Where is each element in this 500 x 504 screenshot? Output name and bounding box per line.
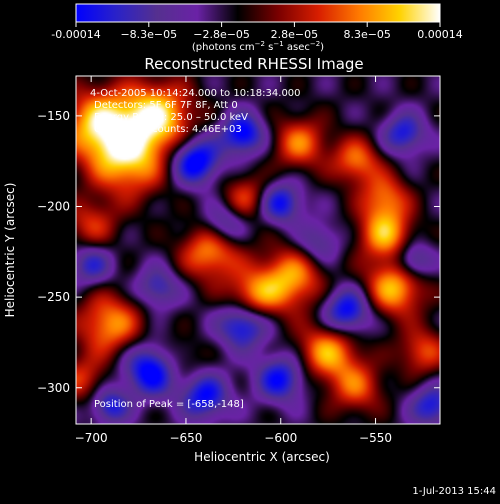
colorbar: -0.00014 −8.3e−05 −2.8e−05 2.8e−05 8.3e−…	[51, 3, 463, 53]
y-axis-title: Heliocentric Y (arcsec)	[3, 183, 17, 318]
colorbar-tick-label: −2.8e−05	[193, 28, 250, 41]
info-line: 4-Oct-2005 10:14:24.000 to 10:18:34.000	[90, 88, 301, 99]
peak-position-label: Position of Peak = [-658,-148]	[94, 399, 244, 410]
colorbar-strip	[75, 3, 441, 23]
x-tick-label: −600	[264, 431, 297, 445]
x-tick-label: −550	[359, 431, 392, 445]
x-axis-title: Heliocentric X (arcsec)	[194, 450, 330, 464]
chart-title: Reconstructed RHESSI Image	[144, 55, 363, 73]
x-axis: −700 −650 −600 −550	[75, 76, 392, 445]
heatmap	[76, 76, 440, 424]
info-line: Clean Total counts: 4.46E+03	[94, 124, 242, 135]
colorbar-tick-label: 2.8e−05	[271, 28, 318, 41]
plot-frame	[75, 75, 441, 425]
info-line: Detectors: 5F 6F 7F 8F, Att 0	[94, 100, 238, 111]
colorbar-tick-label: -0.00014	[51, 28, 100, 41]
colorbar-tick-label: 0.00014	[417, 28, 463, 41]
info-line: Energy Range: 25.0 – 50.0 keV	[94, 112, 248, 123]
y-tick-label: −200	[37, 200, 70, 214]
y-tick-label: −150	[37, 109, 70, 123]
info-block: 4-Oct-2005 10:14:24.000 to 10:18:34.000 …	[90, 88, 301, 135]
colorbar-tick-label: −8.3e−05	[120, 28, 177, 41]
y-tick-label: −250	[37, 290, 70, 304]
heatmap-image	[76, 76, 440, 424]
colorbar-unit-label: (photons cm−2 s−1 asec−2)	[192, 40, 324, 53]
x-tick-label: −700	[75, 431, 108, 445]
footer-date: 1-Jul-2013 15:44	[412, 486, 496, 497]
x-tick-label: −650	[169, 431, 202, 445]
y-tick-label: −300	[37, 381, 70, 395]
y-axis: −300 −250 −200 −150	[37, 109, 440, 395]
colorbar-tick-label: 8.3e−05	[343, 28, 390, 41]
